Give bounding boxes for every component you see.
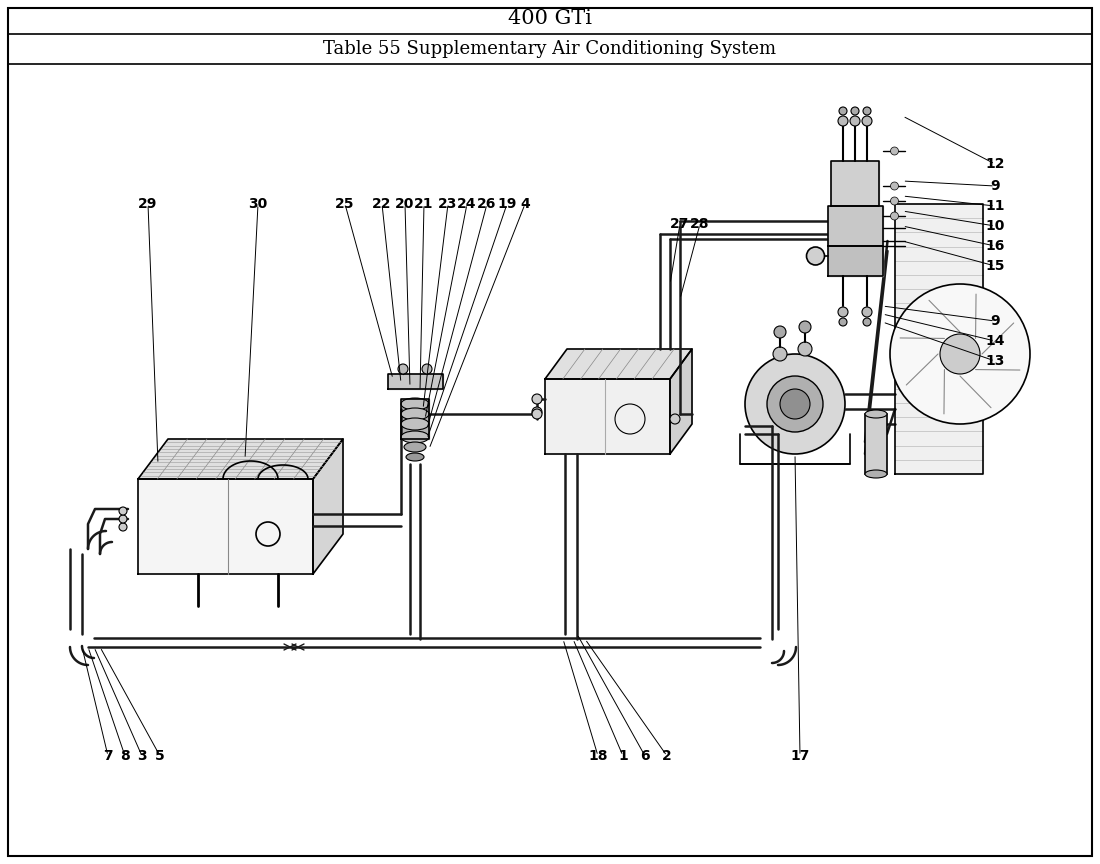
Circle shape — [839, 107, 847, 115]
Text: 9: 9 — [990, 179, 1000, 193]
Circle shape — [767, 376, 823, 432]
Polygon shape — [830, 161, 879, 206]
Circle shape — [774, 326, 786, 338]
Text: 6: 6 — [640, 749, 650, 763]
Polygon shape — [138, 479, 314, 574]
Text: 29: 29 — [139, 197, 157, 211]
Text: 24: 24 — [458, 197, 476, 211]
Circle shape — [532, 409, 542, 419]
Circle shape — [422, 364, 432, 374]
Text: 10: 10 — [986, 219, 1004, 233]
Circle shape — [806, 247, 825, 265]
Text: Table 55 Supplementary Air Conditioning System: Table 55 Supplementary Air Conditioning … — [323, 40, 777, 58]
Text: 1: 1 — [618, 749, 628, 763]
Polygon shape — [827, 206, 882, 246]
Text: 14: 14 — [986, 334, 1004, 348]
Ellipse shape — [406, 453, 424, 461]
Ellipse shape — [402, 431, 429, 443]
Text: 18: 18 — [588, 749, 607, 763]
Text: 27: 27 — [670, 217, 690, 231]
Circle shape — [851, 107, 859, 115]
Text: 12: 12 — [986, 157, 1004, 171]
Text: 3: 3 — [138, 749, 146, 763]
Polygon shape — [827, 246, 882, 276]
Polygon shape — [314, 439, 343, 574]
Circle shape — [890, 284, 1030, 424]
Ellipse shape — [404, 442, 426, 452]
Circle shape — [838, 116, 848, 126]
Circle shape — [119, 515, 126, 523]
Text: 21: 21 — [415, 197, 433, 211]
Text: 8: 8 — [120, 749, 130, 763]
Text: 26: 26 — [477, 197, 497, 211]
Polygon shape — [670, 349, 692, 454]
Text: 30: 30 — [249, 197, 267, 211]
Text: 20: 20 — [395, 197, 415, 211]
Ellipse shape — [402, 398, 429, 410]
Circle shape — [773, 347, 786, 361]
Circle shape — [532, 407, 542, 417]
Circle shape — [798, 342, 812, 356]
Polygon shape — [544, 379, 670, 454]
Circle shape — [891, 147, 899, 155]
Polygon shape — [138, 439, 343, 479]
Text: 16: 16 — [986, 239, 1004, 253]
Text: 2: 2 — [662, 749, 672, 763]
Circle shape — [119, 523, 126, 531]
Circle shape — [398, 364, 408, 374]
Text: 22: 22 — [372, 197, 392, 211]
Circle shape — [862, 116, 872, 126]
Circle shape — [780, 389, 810, 419]
Circle shape — [862, 307, 872, 317]
Polygon shape — [387, 374, 442, 389]
Circle shape — [891, 212, 899, 220]
Text: 13: 13 — [986, 354, 1004, 368]
Text: 23: 23 — [438, 197, 458, 211]
Polygon shape — [895, 204, 983, 474]
Text: 28: 28 — [691, 217, 710, 231]
Ellipse shape — [402, 408, 429, 420]
Bar — [865, 414, 887, 474]
Circle shape — [891, 197, 899, 205]
Text: 9: 9 — [990, 314, 1000, 328]
Text: 7: 7 — [103, 749, 113, 763]
Text: 19: 19 — [497, 197, 517, 211]
Polygon shape — [402, 399, 429, 439]
Circle shape — [940, 334, 980, 374]
Text: 17: 17 — [790, 749, 810, 763]
Text: 15: 15 — [986, 259, 1004, 273]
Text: 25: 25 — [336, 197, 354, 211]
Text: 400 GTi: 400 GTi — [508, 10, 592, 29]
Circle shape — [670, 414, 680, 424]
Circle shape — [799, 321, 811, 333]
Text: 4: 4 — [520, 197, 530, 211]
Circle shape — [532, 394, 542, 404]
Text: 11: 11 — [986, 199, 1004, 213]
Ellipse shape — [865, 410, 887, 418]
Circle shape — [838, 307, 848, 317]
Polygon shape — [544, 349, 692, 379]
Circle shape — [864, 318, 871, 326]
Circle shape — [745, 354, 845, 454]
Circle shape — [839, 318, 847, 326]
Circle shape — [119, 507, 126, 515]
Ellipse shape — [402, 418, 429, 430]
Circle shape — [850, 116, 860, 126]
Circle shape — [864, 107, 871, 115]
Ellipse shape — [865, 470, 887, 478]
Text: 5: 5 — [155, 749, 165, 763]
Circle shape — [891, 182, 899, 190]
